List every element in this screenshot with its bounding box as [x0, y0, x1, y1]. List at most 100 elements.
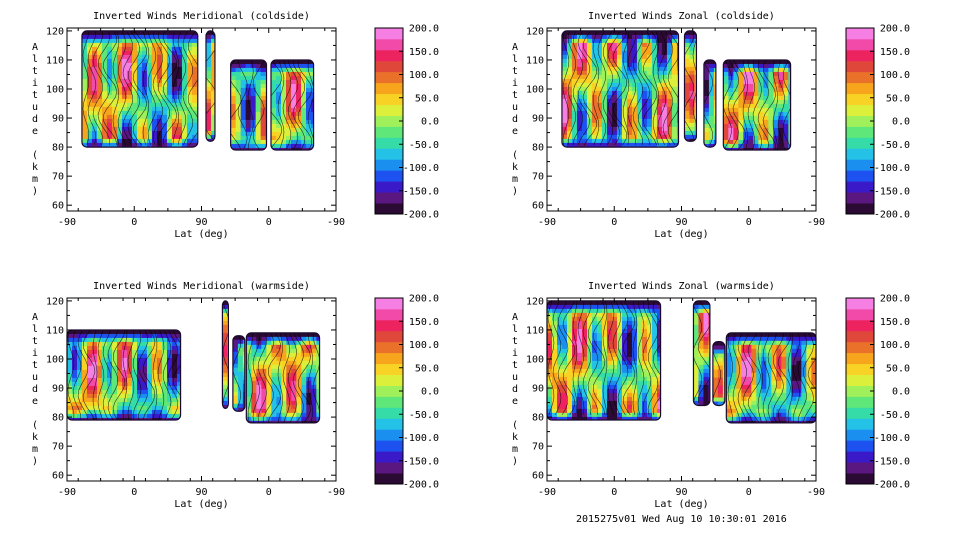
colorbar-swatch	[375, 330, 403, 343]
colorbar-swatch	[846, 462, 874, 474]
contour-region	[230, 59, 268, 151]
colorbar-swatch	[375, 363, 403, 375]
colorbar-swatch	[375, 170, 403, 182]
colorbar-swatch	[846, 137, 874, 149]
x-tick-label: -90	[538, 487, 556, 498]
colorbar-swatch	[846, 440, 874, 452]
x-axis-label: Lat (deg)	[174, 229, 228, 240]
colorbar-tick-label: -150.0	[874, 456, 910, 467]
colorbar-swatch	[375, 38, 403, 51]
y-tick-label: 70	[52, 172, 64, 183]
y-tick-label: 70	[532, 442, 544, 453]
contour-region	[221, 300, 230, 409]
x-tick-label: 0	[266, 487, 272, 498]
x-tick-label: 0	[611, 487, 617, 498]
colorbar-tick-label: 150.0	[880, 317, 910, 328]
colorbar-tick-label: 200.0	[409, 294, 439, 305]
colorbar-swatch	[846, 407, 874, 419]
colorbar-tick-label: 0.0	[892, 387, 910, 398]
colorbar-swatch	[375, 440, 403, 452]
colorbar-tick-label: -50.0	[409, 410, 439, 421]
contour-region	[245, 332, 321, 424]
colorbar-swatch	[375, 374, 403, 386]
chart-title: Inverted Winds Zonal (warmside)	[588, 281, 775, 292]
colorbar-tick-label: -50.0	[880, 140, 910, 151]
colorbar-tick-label: 200.0	[409, 24, 439, 35]
colorbar-swatch	[375, 181, 403, 193]
colorbar-tick-label: -200.0	[403, 210, 439, 221]
y-tick-label: 100	[526, 85, 544, 96]
y-tick-label: 100	[46, 355, 64, 366]
colorbar-swatch	[375, 385, 403, 397]
colorbar-swatch	[846, 418, 874, 430]
y-tick-label: 100	[526, 355, 544, 366]
colorbar-tick-label: -150.0	[403, 186, 439, 197]
colorbar-swatch	[375, 115, 403, 127]
colorbar-swatch	[846, 49, 874, 62]
colorbar-tick-label: 100.0	[880, 340, 910, 351]
x-tick-label: 90	[195, 487, 207, 498]
x-tick-label: -90	[327, 487, 345, 498]
colorbar-swatch	[846, 170, 874, 182]
contour-region	[703, 59, 717, 148]
colorbar-swatch	[846, 451, 874, 463]
colorbar-swatch	[375, 71, 403, 84]
colorbar-swatch	[846, 82, 874, 95]
y-tick-label: 100	[46, 85, 64, 96]
contour-region	[205, 30, 216, 142]
colorbar-tick-label: 0.0	[421, 117, 439, 128]
contour-region	[683, 30, 698, 142]
colorbar-tick-label: 150.0	[409, 47, 439, 58]
colorbar-swatch	[375, 418, 403, 430]
colorbar-tick-label: 0.0	[421, 387, 439, 398]
colorbar-swatch	[846, 429, 874, 441]
x-tick-label: -90	[807, 217, 825, 228]
colorbar-tick-label: 50.0	[415, 93, 439, 104]
colorbar: 200.0 150.0 100.0 50.0 0.0 -50.0 -100.0 -150.0 -…	[374, 294, 439, 491]
colorbar-swatch	[375, 341, 403, 354]
colorbar-swatch	[846, 385, 874, 397]
colorbar-tick-label: 100.0	[880, 70, 910, 81]
colorbar-swatch	[846, 148, 874, 160]
colorbar-swatch	[375, 104, 403, 116]
colorbar-swatch	[846, 308, 874, 321]
y-tick-label: 70	[52, 442, 64, 453]
x-tick-label: 0	[746, 217, 752, 228]
y-tick-label: 120	[526, 296, 544, 307]
footer-timestamp: 2015275v01 Wed Aug 10 10:30:01 2016	[576, 514, 787, 525]
colorbar-tick-label: 0.0	[892, 117, 910, 128]
colorbar-tick-label: -100.0	[403, 163, 439, 174]
y-tick-label: 60	[52, 471, 64, 482]
colorbar-swatch	[846, 352, 874, 365]
colorbar: 200.0 150.0 100.0 50.0 0.0 -50.0 -100.0 -150.0 -…	[845, 294, 910, 491]
panel-zon_warm: 60 70 80 90 100 110 120 -90 0 90 0 -90 Inverted Wind…	[512, 281, 910, 510]
colorbar-swatch	[375, 28, 403, 40]
colorbar-tick-label: -150.0	[403, 456, 439, 467]
colorbar-swatch	[375, 93, 403, 105]
x-tick-label: 0	[266, 217, 272, 228]
contour-region	[712, 340, 726, 407]
colorbar-swatch	[846, 126, 874, 138]
y-tick-label: 60	[532, 201, 544, 212]
x-tick-label: 90	[675, 487, 687, 498]
x-tick-label: -90	[58, 487, 76, 498]
x-tick-label: -90	[807, 487, 825, 498]
y-tick-label: 80	[532, 143, 544, 154]
contour-region	[561, 30, 680, 148]
colorbar-swatch	[846, 60, 874, 73]
colorbar-swatch	[846, 363, 874, 375]
x-axis-label: Lat (deg)	[174, 499, 228, 510]
x-axis-label: Lat (deg)	[654, 229, 708, 240]
y-tick-label: 110	[526, 55, 544, 66]
colorbar-swatch	[375, 192, 403, 204]
contour-region	[81, 30, 199, 148]
colorbar-swatch	[375, 126, 403, 138]
colorbar-swatch	[846, 203, 874, 215]
colorbar-swatch	[375, 451, 403, 463]
contour-region	[270, 59, 315, 151]
colorbar-tick-label: 200.0	[880, 24, 910, 35]
colorbar-tick-label: -200.0	[874, 480, 910, 491]
